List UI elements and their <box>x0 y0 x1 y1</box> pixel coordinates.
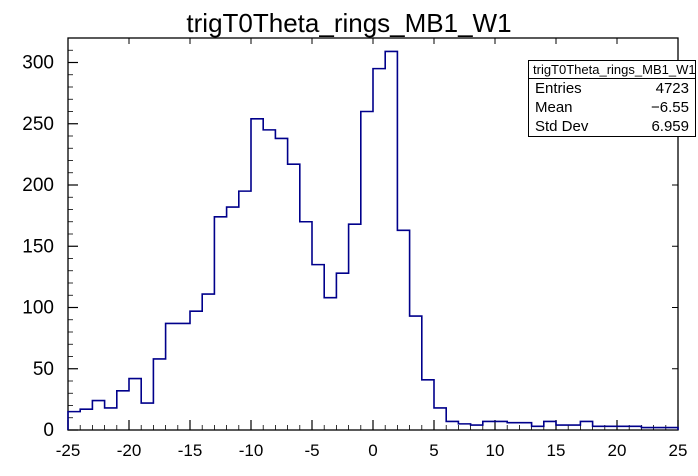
stats-stddev-value: 6.959 <box>651 118 689 135</box>
x-tick-label-5: 5 <box>429 441 438 460</box>
stats-mean-row: Mean −6.55 <box>529 98 695 117</box>
stats-entries-label: Entries <box>535 80 582 97</box>
stats-stddev-row: Std Dev 6.959 <box>529 117 695 136</box>
x-tick-label--15: -15 <box>178 441 203 460</box>
y-tick-label-0: 0 <box>43 420 54 441</box>
x-tick-label--5: -5 <box>304 441 319 460</box>
stats-mean-label: Mean <box>535 99 573 116</box>
stats-mean-value: −6.55 <box>651 99 689 116</box>
x-tick-label-20: 20 <box>608 441 627 460</box>
x-tick-label--10: -10 <box>239 441 264 460</box>
x-tick-label--25: -25 <box>56 441 81 460</box>
stats-entries-row: Entries 4723 <box>529 79 695 98</box>
stats-entries-value: 4723 <box>656 80 689 97</box>
x-tick-label-0: 0 <box>368 441 377 460</box>
x-tick-label-15: 15 <box>547 441 566 460</box>
x-tick-label-25: 25 <box>669 441 688 460</box>
y-tick-label-150: 150 <box>22 236 54 257</box>
y-tick-label-50: 50 <box>33 359 54 380</box>
x-tick-label-10: 10 <box>486 441 505 460</box>
y-tick-label-300: 300 <box>22 53 54 74</box>
y-tick-label-250: 250 <box>22 114 54 135</box>
y-tick-label-100: 100 <box>22 298 54 319</box>
stats-box: trigT0Theta_rings_MB1_W1 Entries 4723 Me… <box>528 60 696 137</box>
y-tick-label-200: 200 <box>22 175 54 196</box>
stats-stddev-label: Std Dev <box>535 118 588 135</box>
x-tick-label--20: -20 <box>117 441 142 460</box>
histogram-canvas: trigT0Theta_rings_MB1_W1 -25 -20 -15 -10 -5 0… <box>0 0 698 476</box>
stats-box-title: trigT0Theta_rings_MB1_W1 <box>529 61 695 79</box>
